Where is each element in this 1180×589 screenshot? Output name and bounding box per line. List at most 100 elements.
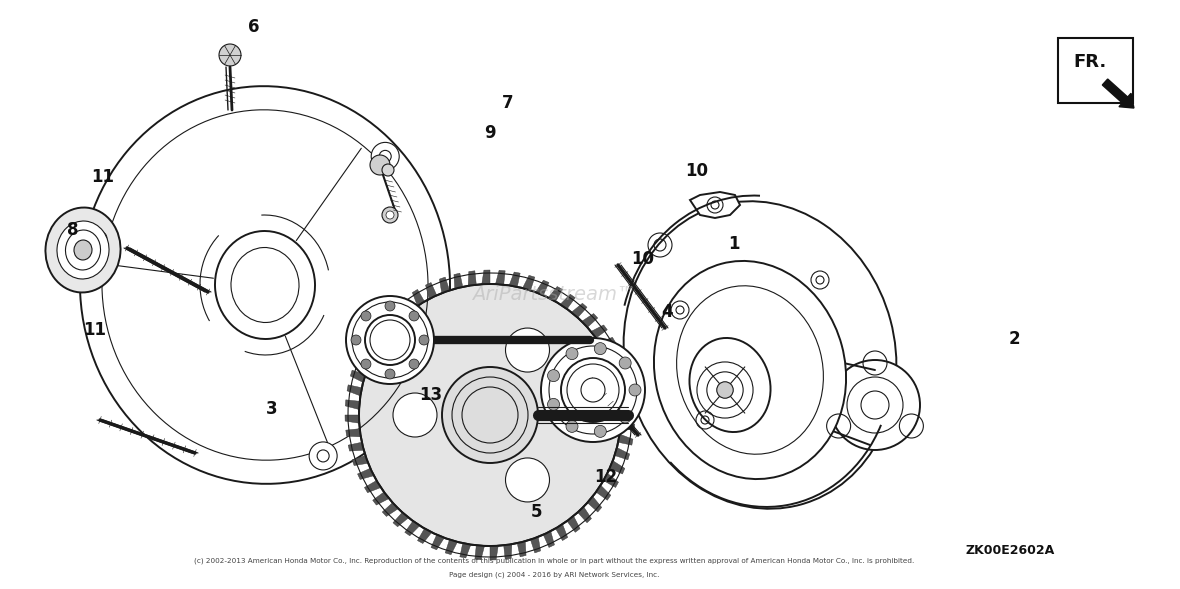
Text: 7: 7 [502,94,513,112]
Circle shape [361,359,371,369]
Text: 11: 11 [83,321,106,339]
Polygon shape [588,325,608,338]
Polygon shape [578,502,591,523]
Text: 13: 13 [419,386,442,403]
Polygon shape [610,455,625,474]
Polygon shape [568,303,586,317]
Polygon shape [350,370,366,388]
Polygon shape [400,297,413,317]
Text: 1: 1 [728,236,740,253]
Polygon shape [369,330,384,349]
Polygon shape [690,192,740,218]
Polygon shape [578,313,598,327]
Circle shape [361,311,371,321]
Polygon shape [431,535,450,550]
Circle shape [620,411,631,423]
Polygon shape [615,375,631,388]
Circle shape [830,360,920,450]
Polygon shape [596,337,616,349]
Text: 12: 12 [594,468,617,486]
Polygon shape [365,481,384,492]
Polygon shape [418,528,437,544]
Polygon shape [603,349,623,362]
Circle shape [386,211,394,219]
Polygon shape [610,362,628,375]
Circle shape [385,301,395,311]
Circle shape [505,458,550,502]
Polygon shape [531,535,543,553]
Polygon shape [543,286,563,302]
Ellipse shape [46,207,120,293]
Polygon shape [504,543,517,559]
Polygon shape [412,289,425,309]
Text: 4: 4 [661,303,673,321]
Circle shape [393,393,437,437]
Circle shape [847,377,903,433]
Polygon shape [490,270,505,284]
Ellipse shape [215,231,315,339]
Polygon shape [445,540,463,555]
Text: Page design (c) 2004 - 2016 by ARI Network Services, Inc.: Page design (c) 2004 - 2016 by ARI Netwo… [450,572,660,578]
Ellipse shape [654,261,846,479]
Circle shape [409,311,419,321]
Polygon shape [621,401,635,415]
Text: 10: 10 [631,250,655,268]
Ellipse shape [74,240,92,260]
Circle shape [595,425,607,438]
Circle shape [350,335,361,345]
Polygon shape [373,492,393,505]
Circle shape [595,343,607,355]
Polygon shape [517,275,535,290]
Polygon shape [621,415,635,430]
Polygon shape [460,543,477,558]
Text: 11: 11 [91,168,114,186]
Circle shape [419,335,430,345]
Polygon shape [393,512,413,527]
Text: (c) 2002-2013 American Honda Motor Co., Inc. Reproduction of the contents of thi: (c) 2002-2013 American Honda Motor Co., … [195,558,914,564]
Polygon shape [405,521,425,536]
Circle shape [549,346,637,434]
Text: 10: 10 [684,162,708,180]
Polygon shape [556,294,575,309]
Circle shape [385,369,395,379]
Bar [1057,38,1133,102]
Polygon shape [504,272,520,287]
Polygon shape [347,385,362,401]
Ellipse shape [57,221,109,279]
Polygon shape [352,455,371,468]
Ellipse shape [65,230,100,270]
Circle shape [219,44,241,66]
Circle shape [566,421,578,432]
Circle shape [716,382,733,398]
Polygon shape [588,492,602,512]
Polygon shape [346,429,362,442]
Circle shape [309,442,337,470]
Text: 9: 9 [484,124,496,141]
Polygon shape [603,468,618,488]
Polygon shape [346,400,360,415]
Circle shape [629,384,641,396]
Polygon shape [517,540,531,557]
Polygon shape [348,442,366,455]
Polygon shape [568,512,581,532]
Polygon shape [596,481,611,500]
Circle shape [317,450,329,462]
Text: ZK00E2602A: ZK00E2602A [965,544,1055,558]
Polygon shape [543,528,556,547]
Circle shape [87,224,114,252]
Polygon shape [474,545,490,560]
Ellipse shape [689,338,771,432]
Polygon shape [345,415,360,429]
Polygon shape [379,318,393,338]
Polygon shape [382,502,402,517]
Circle shape [581,378,605,402]
Circle shape [346,296,434,384]
Polygon shape [531,280,549,295]
Circle shape [379,150,392,163]
Circle shape [372,143,399,170]
Circle shape [442,367,538,463]
Circle shape [371,155,391,175]
Circle shape [505,328,550,372]
FancyArrow shape [1102,79,1134,108]
Polygon shape [437,277,450,295]
